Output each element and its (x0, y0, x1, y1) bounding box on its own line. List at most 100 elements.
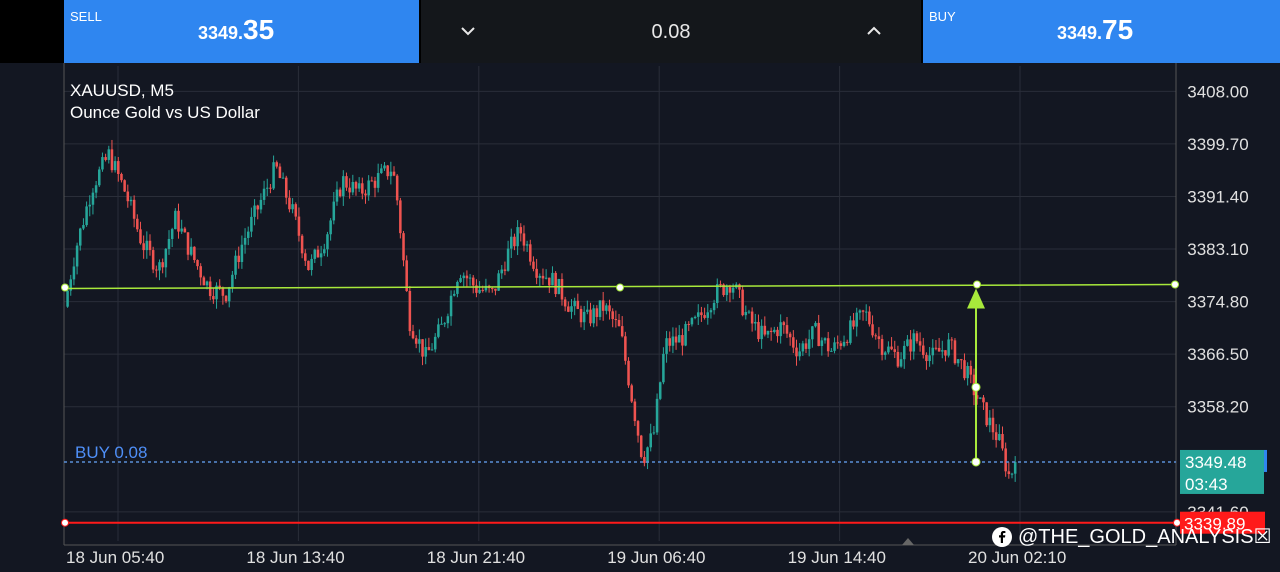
horizontal-lines[interactable]: BUY 0.08 (61, 280, 1181, 527)
candle-body (991, 417, 995, 433)
candle-body (563, 299, 567, 307)
drag-arrow-head[interactable] (967, 288, 985, 309)
candle-body (525, 244, 529, 246)
candle-body (373, 180, 377, 188)
candle-body (982, 397, 985, 403)
candle-body (126, 191, 130, 202)
candle-body (532, 261, 535, 269)
y-tick-label: 3366.50 (1187, 345, 1248, 364)
candle-body (662, 353, 665, 383)
drag-arrow-start-handle[interactable] (971, 457, 981, 467)
candle-body (890, 346, 893, 350)
candle-body (712, 302, 716, 311)
candle-body (513, 236, 516, 247)
candle-body (988, 417, 992, 426)
candle-body (823, 338, 827, 341)
candle-body (446, 316, 450, 324)
take-profit-handle[interactable] (616, 283, 624, 292)
candle-body (357, 183, 361, 189)
candle-body (174, 210, 177, 230)
candle-body (98, 169, 101, 186)
candle-body (573, 300, 576, 307)
candle-body (567, 306, 570, 312)
candle-body (773, 329, 776, 333)
candle-body (947, 339, 950, 356)
drag-arrow-mid-handle[interactable] (971, 382, 981, 392)
watermark-text: @THE_GOLD_ANALYSIS☒ (1018, 526, 1272, 548)
candle-body (655, 398, 659, 433)
candle-body (906, 339, 909, 346)
candle-body (937, 347, 941, 352)
candle-body (291, 204, 294, 210)
candle-body (215, 285, 218, 300)
take-profit-handle[interactable] (973, 280, 981, 289)
candle-body (113, 161, 117, 171)
candle-body (817, 322, 820, 347)
candle-body (839, 343, 843, 346)
buy-label: BUY (929, 9, 956, 24)
candle-body (820, 340, 824, 347)
candle-body (117, 161, 120, 174)
candle-body (231, 274, 234, 288)
y-tick-label: 3408.00 (1187, 82, 1248, 101)
candle-body (925, 354, 928, 362)
candle-body (503, 269, 507, 271)
candle-body (351, 182, 355, 193)
candle-body (437, 324, 440, 337)
candle-body (443, 323, 446, 325)
candle-body (85, 206, 88, 226)
chevron-up-icon[interactable] (857, 14, 891, 48)
symbol-description: Ounce Gold vs US Dollar (70, 103, 260, 122)
x-tick-label: 18 Jun 05:40 (66, 548, 164, 567)
candle-body (158, 262, 161, 271)
candle-body (896, 351, 900, 367)
candle-body (433, 336, 437, 350)
candle-body (91, 192, 95, 205)
bar-countdown: 03:43 (1185, 475, 1228, 494)
sell-button[interactable]: SELL 3349.35 (64, 0, 419, 63)
buy-button[interactable]: BUY 3349.75 (923, 0, 1280, 63)
candle-body (88, 204, 92, 207)
candle-body (624, 336, 627, 361)
candle-body (294, 204, 298, 217)
candle-body (671, 336, 675, 346)
candle-body (218, 285, 221, 288)
candle-body (899, 359, 903, 367)
candle-body (221, 287, 225, 296)
candle-body (617, 320, 621, 327)
candle-body (845, 341, 849, 343)
candle-body (129, 199, 133, 202)
candle-body (519, 227, 523, 234)
chevron-down-icon[interactable] (451, 14, 485, 48)
y-tick-label: 3383.10 (1187, 240, 1248, 259)
candle-body (700, 312, 703, 316)
candle-body (338, 189, 342, 197)
volume-selector: 0.08 (421, 0, 921, 63)
take-profit-handle[interactable] (61, 283, 69, 292)
candle-body (94, 185, 98, 193)
candle-body (240, 244, 244, 263)
candle-body (975, 395, 979, 399)
stop-loss-handle[interactable] (61, 518, 69, 527)
candle-body (858, 310, 862, 313)
candle-body (278, 166, 282, 179)
candle-body (323, 249, 326, 254)
current-time-marker (902, 538, 914, 545)
candle-body (922, 345, 925, 355)
candle-body (693, 316, 697, 319)
y-tick-label: 3399.70 (1187, 135, 1248, 154)
candle-body (506, 248, 510, 271)
volume-value[interactable]: 0.08 (651, 21, 691, 43)
candle-body (601, 300, 605, 311)
candle-body (880, 339, 884, 355)
symbol-name: XAUUSD, M5 (70, 81, 174, 100)
candle-body (370, 180, 374, 182)
candle-body (75, 245, 79, 267)
candle-body (69, 279, 73, 291)
candle-body (284, 177, 288, 198)
candle-body (814, 322, 817, 327)
take-profit-handle[interactable] (1171, 280, 1179, 289)
candle-body (313, 249, 317, 259)
candle-body (544, 277, 548, 279)
